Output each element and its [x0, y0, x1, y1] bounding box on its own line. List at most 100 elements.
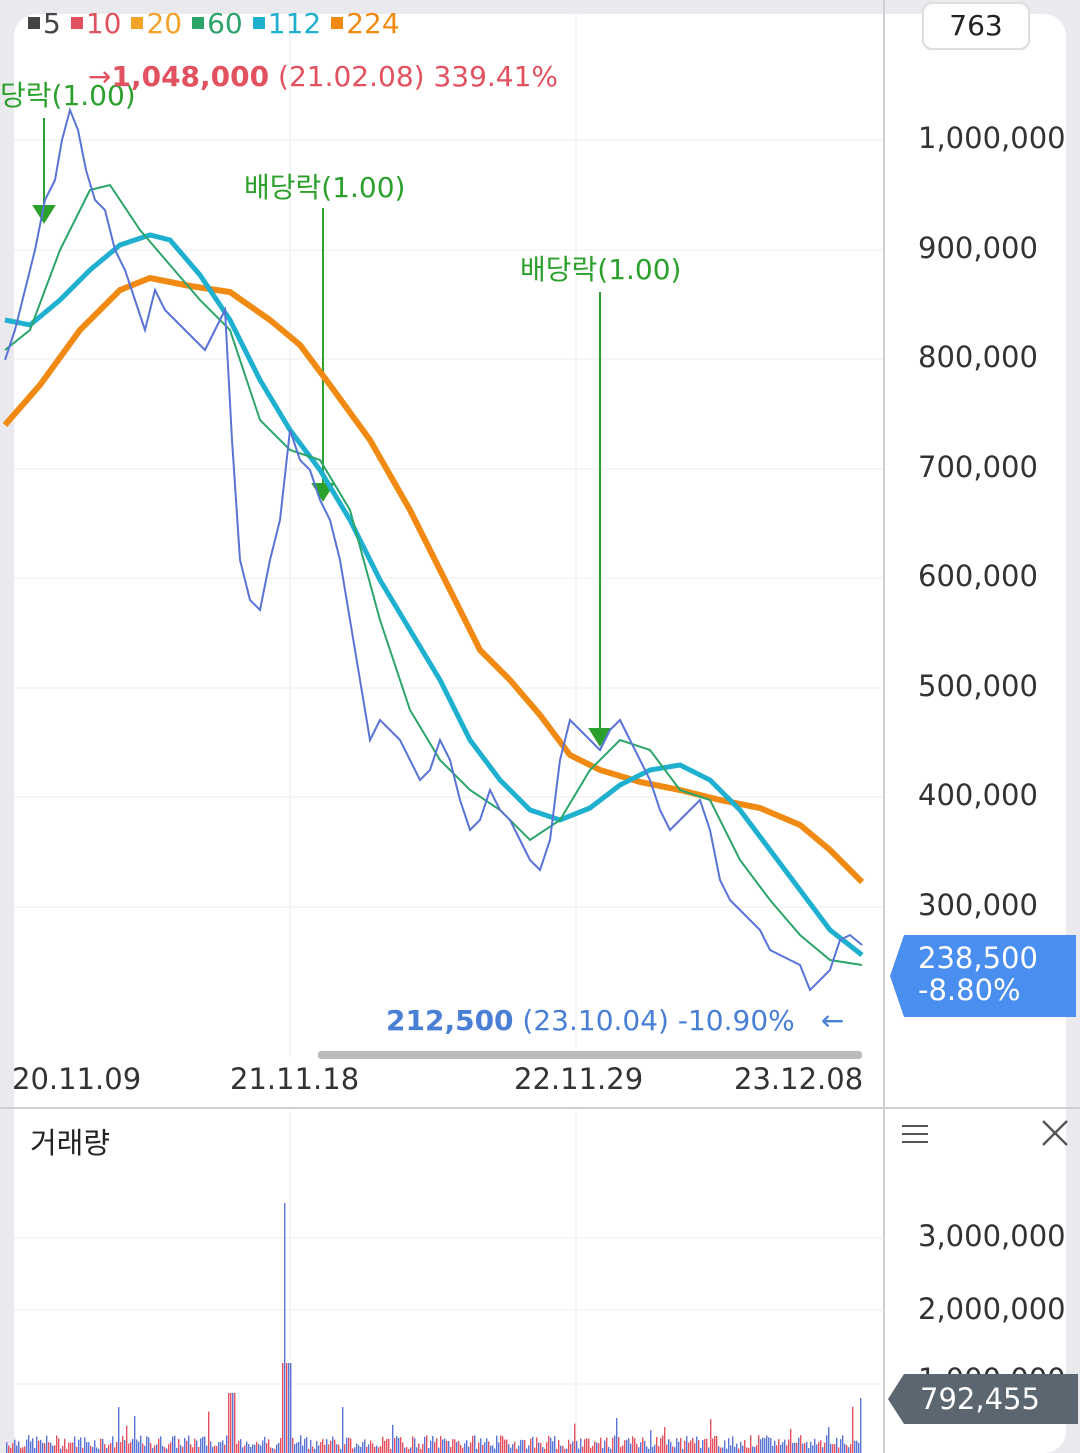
volume-bar: [638, 1447, 640, 1453]
dividend-marker-2: 배당락(1.00): [244, 171, 406, 204]
volume-bar: [524, 1440, 526, 1453]
chart-card: [14, 14, 1066, 1453]
volume-bar: [850, 1444, 852, 1453]
volume-bar: [184, 1437, 186, 1453]
volume-bar: [424, 1436, 426, 1453]
volume-bar: [516, 1448, 518, 1453]
volume-bar: [512, 1444, 514, 1453]
volume-bar: [234, 1393, 236, 1453]
volume-bar: [712, 1438, 714, 1453]
volume-bar: [736, 1443, 738, 1453]
volume-bar: [408, 1448, 410, 1453]
volume-bar: [10, 1447, 12, 1453]
volume-bar: [562, 1445, 564, 1453]
volume-bar: [668, 1439, 670, 1453]
volume-bar: [766, 1435, 768, 1453]
current-price-badge: 238,500 -8.80%: [890, 935, 1076, 1017]
legend-item-112[interactable]: 112: [252, 7, 321, 40]
volume-bar: [416, 1447, 418, 1453]
legend-item-10[interactable]: 10: [70, 7, 121, 40]
volume-bar: [70, 1442, 72, 1453]
legend-item-224[interactable]: 224: [331, 7, 400, 40]
pane-divider: [0, 1107, 1080, 1109]
volume-bar: [26, 1439, 28, 1453]
volume-bar: [706, 1438, 708, 1453]
volume-bar: [148, 1437, 150, 1453]
volume-bar: [146, 1436, 148, 1453]
volume-bar: [312, 1446, 314, 1453]
volume-bar: [162, 1445, 164, 1453]
volume-bar: [762, 1437, 764, 1453]
volume-bar: [40, 1439, 42, 1453]
volume-bar: [194, 1438, 196, 1453]
volume-chart[interactable]: [0, 1110, 884, 1453]
volume-bar: [64, 1438, 66, 1453]
volume-bar: [14, 1439, 16, 1453]
volume-bar: [528, 1445, 530, 1453]
volume-bar: [656, 1437, 658, 1453]
volume-bar: [176, 1447, 178, 1453]
volume-bar: [552, 1441, 554, 1453]
legend-item-5[interactable]: 5: [28, 7, 61, 40]
current-price: 238,500: [918, 941, 1038, 975]
volume-bar: [856, 1440, 858, 1453]
ma-legend[interactable]: 5 10 20 60 112 224: [28, 4, 400, 42]
volume-bar: [564, 1448, 566, 1453]
volume-bar: [778, 1439, 780, 1453]
volume-bar: [334, 1439, 336, 1453]
volume-bar: [236, 1443, 238, 1453]
volume-bar: [160, 1436, 162, 1453]
volume-bar: [650, 1430, 652, 1453]
volume-bar: [764, 1438, 766, 1453]
chart-scrollbar[interactable]: [318, 1051, 862, 1059]
volume-bar: [530, 1438, 532, 1453]
volume-bar: [432, 1436, 434, 1453]
volume-bar: [634, 1438, 636, 1453]
volume-bar: [566, 1448, 568, 1453]
volume-bar: [398, 1437, 400, 1453]
volume-bar: [44, 1443, 46, 1453]
volume-bar: [474, 1435, 476, 1453]
volume-bar: [62, 1445, 64, 1453]
ma-60-line: [4, 183, 863, 966]
volume-bar: [50, 1442, 52, 1453]
volume-bar: [822, 1447, 824, 1453]
volume-bar: [630, 1443, 632, 1453]
volume-bar: [812, 1445, 814, 1453]
count-badge[interactable]: 763: [922, 2, 1030, 50]
x-axis-label: 21.11.18: [230, 1062, 360, 1096]
y-axis-label: 700,000: [918, 450, 1038, 484]
menu-icon[interactable]: [900, 1120, 930, 1150]
volume-bar: [486, 1438, 488, 1453]
volume-bar: [116, 1442, 118, 1453]
volume-bar: [282, 1363, 284, 1453]
volume-bar: [620, 1446, 622, 1453]
volume-bar: [436, 1438, 438, 1453]
volume-bar: [380, 1446, 382, 1453]
volume-bar: [540, 1443, 542, 1453]
volume-bar: [510, 1447, 512, 1453]
volume-bar: [456, 1441, 458, 1453]
top-background: [0, 0, 1080, 14]
price-chart[interactable]: [0, 0, 1080, 1060]
volume-bar: [224, 1444, 226, 1453]
volume-bar: [254, 1444, 256, 1453]
volume-bar: [810, 1441, 812, 1453]
volume-bar: [838, 1447, 840, 1453]
volume-bar: [158, 1438, 160, 1453]
legend-item-20[interactable]: 20: [131, 7, 182, 40]
volume-bar: [98, 1448, 100, 1453]
close-icon[interactable]: [1040, 1118, 1070, 1148]
volume-bar: [684, 1440, 686, 1453]
volume-bar: [738, 1448, 740, 1453]
volume-bar: [338, 1444, 340, 1453]
volume-bar: [444, 1438, 446, 1453]
volume-bar: [114, 1447, 116, 1453]
volume-bar: [240, 1439, 242, 1453]
volume-bar: [274, 1448, 276, 1453]
volume-bar: [86, 1442, 88, 1453]
volume-bar: [270, 1447, 272, 1453]
legend-item-60[interactable]: 60: [192, 7, 243, 40]
volume-bar: [12, 1443, 14, 1453]
volume-bar: [330, 1440, 332, 1453]
